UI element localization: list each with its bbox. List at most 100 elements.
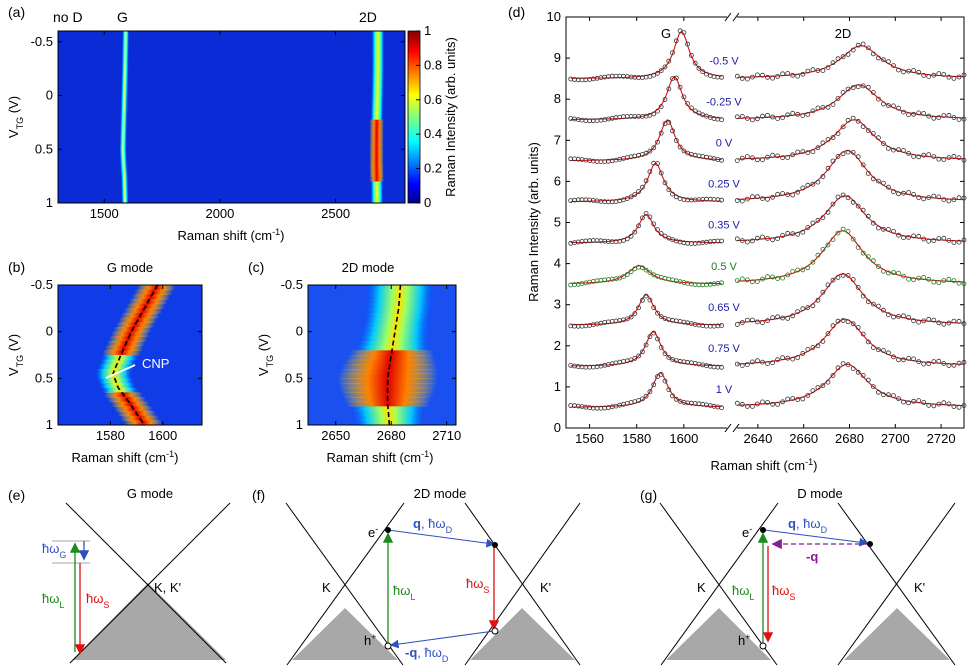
spectrum-point — [911, 398, 916, 404]
spectrum-point — [886, 350, 891, 356]
heatmap-a-xtick-label: 2000 — [205, 206, 234, 221]
spectrum-point — [941, 235, 947, 241]
spectrum-point — [662, 378, 668, 384]
heatmap-a-cell-G — [119, 168, 128, 171]
spectrum-point — [795, 149, 801, 155]
spectrum-point — [850, 366, 856, 372]
phonon-q-arrow-g — [763, 529, 869, 547]
heatmap-a-cell-2D — [369, 168, 384, 171]
heatmap-a-ylabel: VTG (V) — [6, 96, 25, 138]
heatmap-a-cell-2D — [370, 61, 385, 66]
valley-k-label-g: K — [697, 580, 706, 595]
spectrum-point — [926, 152, 932, 158]
heatmap-a-cell-2D — [369, 154, 384, 157]
heatmap-a-frame — [57, 30, 406, 204]
spectrum-point — [876, 389, 881, 395]
heatmap-a-cell-2D — [369, 160, 384, 163]
spectrum-point — [800, 267, 806, 273]
heatmap-b-ylabel: VTG (V) — [6, 334, 25, 376]
spectrum-point — [835, 230, 841, 236]
spectrum-point — [636, 189, 641, 194]
spectrum-point — [906, 315, 911, 320]
heatmap-a-cell-2D — [369, 167, 384, 170]
spectrum-point — [673, 38, 679, 44]
spectrum-2d-fit — [737, 150, 965, 201]
heatmap-a-cell-G — [121, 49, 130, 55]
spectrum-point — [916, 359, 922, 365]
spectrum-point — [926, 316, 932, 322]
spectra-ytick-label: 8 — [554, 91, 561, 106]
heatmap-a-cell-G — [120, 90, 129, 94]
spectrum-point — [750, 74, 755, 80]
spectrum-point — [881, 268, 886, 274]
spectrum-point — [926, 276, 932, 282]
spectrum-point — [931, 403, 937, 409]
colorbar-label: Raman Intensity (arb. units) — [443, 37, 458, 197]
voltage-label: 0.75 V — [708, 343, 740, 355]
spectrum-point — [825, 209, 831, 215]
spectrum-point — [870, 258, 876, 264]
spectrum-point — [624, 74, 630, 79]
spectrum-point — [745, 362, 750, 368]
spectrum-point — [931, 154, 937, 160]
spectrum-point — [739, 155, 745, 161]
valley-kprime-label-g: K' — [914, 580, 925, 595]
heatmap-a-cell-2D — [369, 143, 384, 148]
spectrum-point — [855, 42, 861, 48]
heatmap-c-ytick-label: -0.5 — [281, 277, 303, 292]
heatmap-b-cell — [116, 322, 155, 328]
spectrum-point — [956, 195, 962, 201]
voltage-label: 0.35 V — [708, 220, 740, 232]
spectrum-point — [961, 116, 967, 122]
spectrum-point — [734, 114, 740, 120]
spectrum-point — [855, 285, 861, 290]
heatmap-a-cell-G — [119, 165, 128, 168]
spectrum-point — [830, 102, 836, 107]
spectrum-point — [765, 361, 770, 367]
spectrum-point — [956, 239, 962, 245]
heatmap-a-xtick-label: 2500 — [321, 206, 350, 221]
heatmap-a-cell-2D — [369, 166, 384, 169]
band-line-e-2 — [69, 502, 231, 664]
heatmap-a-cell-G — [119, 149, 128, 152]
spectrum-point — [926, 74, 932, 79]
spectrum-point — [860, 372, 866, 378]
panel-b: (b) G mode CNP 1580 1600 -0.5 0 0.5 1 Raman … — [6, 259, 203, 465]
heatmap-a-cell-2D — [369, 158, 384, 162]
panel-f: (f) 2D mode e- h+ q, ħωD -q, ħωD ħωL ħωS… — [252, 486, 581, 666]
spectrum-point — [770, 360, 775, 366]
spectrum-point — [775, 276, 780, 281]
heatmap-a-cell-2D — [370, 100, 385, 105]
spectrum-point — [886, 103, 891, 108]
spectrum-point — [689, 105, 694, 111]
spectrum-point — [820, 174, 826, 179]
spectra-ytick-label: 1 — [554, 379, 561, 394]
spectrum-point — [941, 157, 947, 162]
heatmap-a-cell-2D — [369, 170, 384, 173]
spectrum-point — [805, 68, 811, 74]
spectrum-point — [860, 162, 866, 168]
heatmap-c-y-axis: -0.5 0 0.5 1 — [281, 277, 456, 432]
spectrum-point — [805, 225, 811, 230]
spectrum-point — [760, 234, 765, 240]
spectrum-point — [911, 277, 916, 283]
spectrum-point — [946, 155, 952, 161]
spectrum-point — [790, 356, 796, 362]
spectrum-point — [946, 74, 952, 80]
spectrum-point — [840, 272, 846, 278]
spectrum-2d-fit — [737, 363, 964, 407]
spectrum-point — [651, 305, 657, 310]
spectrum-point — [840, 54, 846, 60]
heatmap-a-cell-2D — [370, 98, 385, 102]
spectrum-point — [805, 305, 811, 311]
heatmap-a-cell-2D — [370, 90, 385, 94]
spectrum-point — [655, 374, 660, 380]
spectrum-point — [901, 190, 906, 196]
spectrum-point — [666, 58, 672, 64]
spectrum-point — [840, 318, 846, 323]
colorbar-tick-label: 0.4 — [424, 126, 442, 141]
spectrum-point — [850, 115, 856, 121]
spectrum-point — [598, 320, 604, 326]
spectrum-point — [765, 74, 770, 80]
heatmap-a-cell-G — [120, 92, 129, 97]
